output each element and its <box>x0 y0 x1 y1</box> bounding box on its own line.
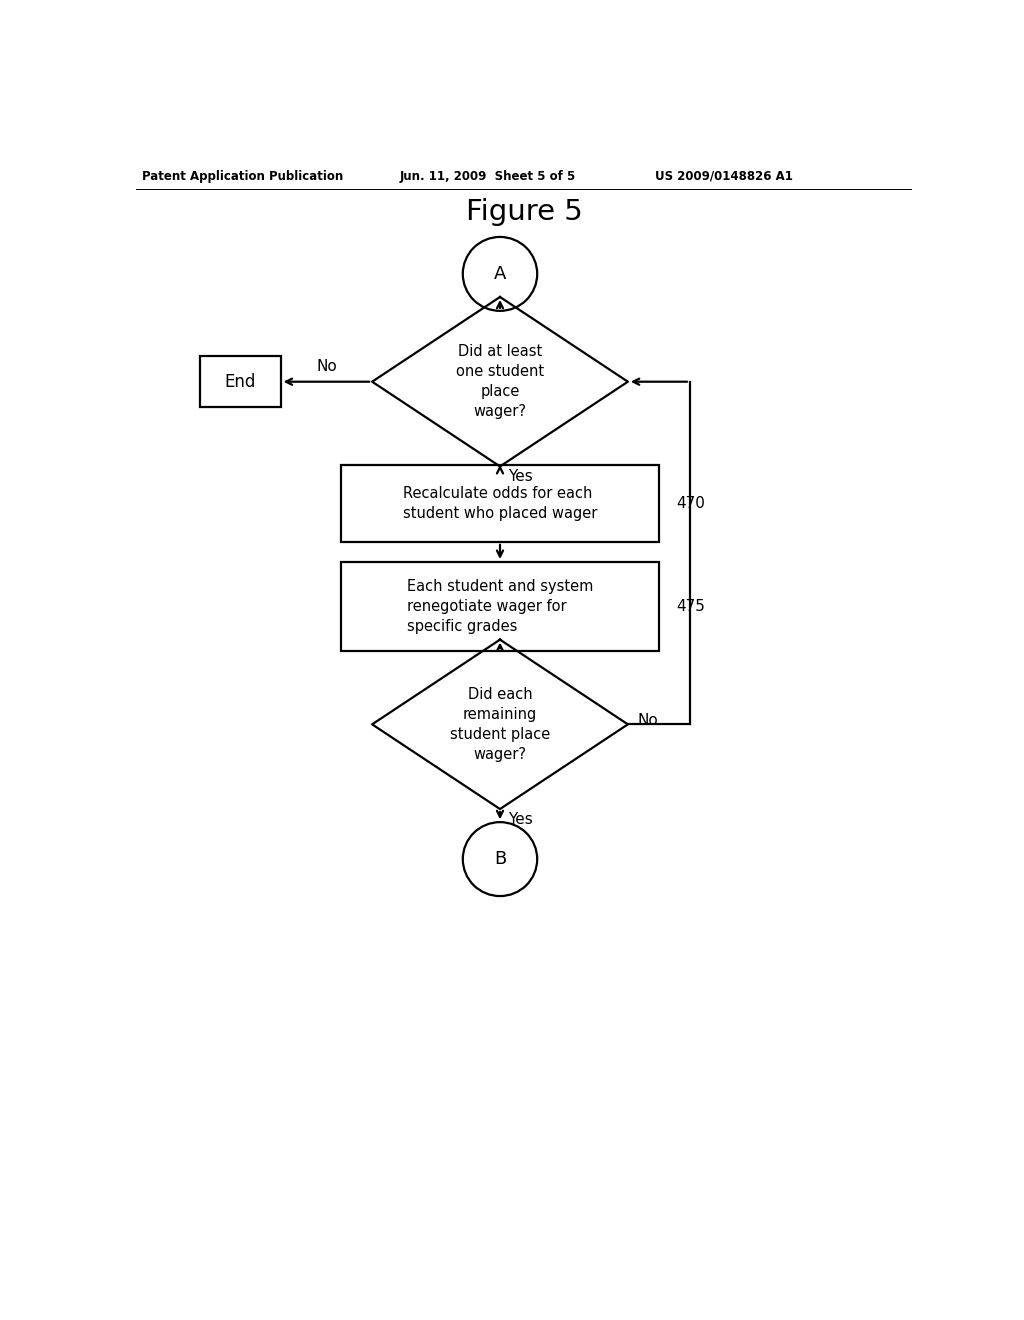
Text: Jun. 11, 2009  Sheet 5 of 5: Jun. 11, 2009 Sheet 5 of 5 <box>399 170 575 183</box>
Bar <box>200 356 281 407</box>
Text: No: No <box>316 359 337 374</box>
Text: End: End <box>224 372 256 391</box>
Text: Each student and system
renegotiate wager for
specific grades: Each student and system renegotiate wage… <box>407 579 593 634</box>
Text: Did each
remaining
student place
wager?: Did each remaining student place wager? <box>450 688 550 762</box>
Text: Yes: Yes <box>508 470 532 484</box>
Text: 475: 475 <box>676 599 705 614</box>
Bar <box>341 562 658 651</box>
Text: A: A <box>494 265 506 282</box>
Bar <box>341 465 658 543</box>
Text: Yes: Yes <box>508 812 532 828</box>
Text: Patent Application Publication: Patent Application Publication <box>142 170 343 183</box>
Text: B: B <box>494 850 506 869</box>
Text: No: No <box>637 713 658 729</box>
Text: Figure 5: Figure 5 <box>466 198 584 227</box>
Text: Recalculate odds for each
student who placed wager: Recalculate odds for each student who pl… <box>402 486 597 521</box>
Text: Did at least
one student
place
wager?: Did at least one student place wager? <box>456 345 544 418</box>
Text: US 2009/0148826 A1: US 2009/0148826 A1 <box>655 170 793 183</box>
Text: 470: 470 <box>676 496 705 511</box>
